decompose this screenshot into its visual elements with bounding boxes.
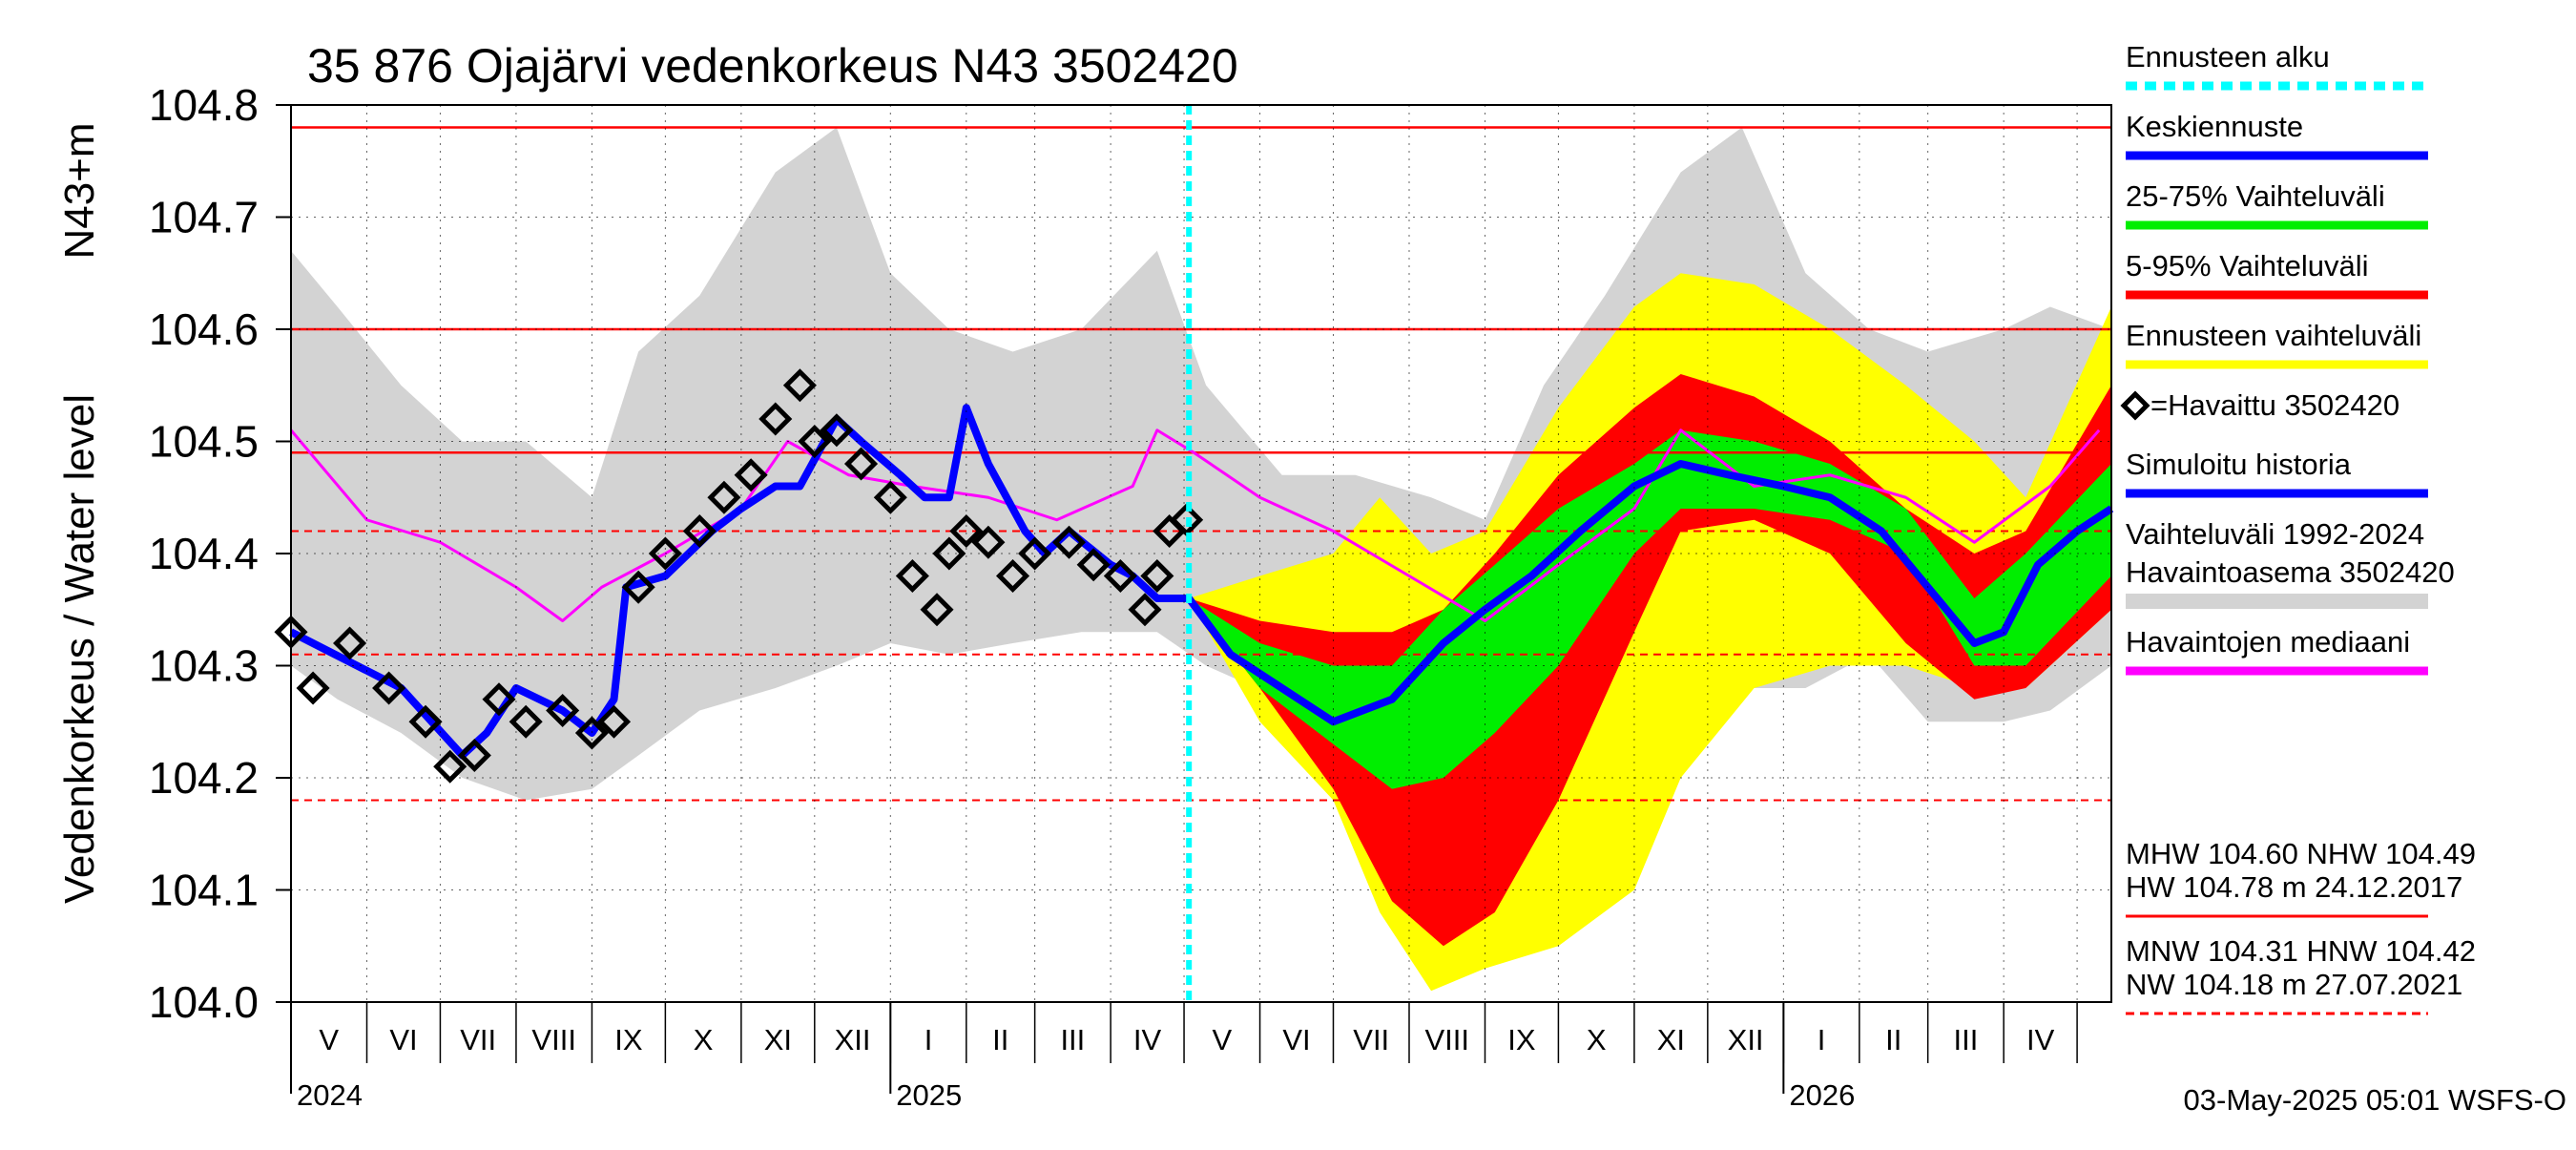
x-month-label: V <box>319 1023 339 1056</box>
observed-point <box>949 513 984 549</box>
stats-line-2: HW 104.78 m 24.12.2017 <box>2126 870 2462 904</box>
x-month-label: X <box>694 1023 714 1056</box>
y-tick-label: 104.2 <box>149 753 259 803</box>
legend-label: 25-75% Vaihteluväli <box>2126 179 2385 213</box>
observed-point <box>971 525 1006 559</box>
observed-point <box>433 749 467 784</box>
legend-label: Havaintoasema 3502420 <box>2126 555 2455 589</box>
y-tick-label: 104.7 <box>149 193 259 242</box>
x-month-label: II <box>992 1023 1008 1056</box>
x-month-label: XI <box>764 1023 792 1056</box>
x-month-label: III <box>1060 1023 1085 1056</box>
legend-swatch <box>2120 390 2150 421</box>
legend-label: Vaihteluväli 1992-2024 <box>2126 517 2424 551</box>
legend-label: Keskiennuste <box>2126 110 2303 143</box>
stats-line-1: MHW 104.60 NHW 104.49 <box>2126 837 2476 870</box>
observed-point <box>707 480 741 514</box>
x-month-label: VII <box>1353 1023 1389 1056</box>
observed-point <box>798 424 832 459</box>
x-month-label: X <box>1587 1023 1607 1056</box>
observed-point <box>843 447 879 481</box>
timestamp: 03-May-2025 05:01 WSFS-O <box>2184 1083 2566 1117</box>
x-month-label: VI <box>1282 1023 1310 1056</box>
observed-point <box>1103 558 1137 594</box>
observed-point <box>820 413 854 448</box>
x-year-label: 2025 <box>896 1078 962 1112</box>
observed-point <box>621 570 655 604</box>
y-tick-label: 104.0 <box>149 977 259 1027</box>
observed-point <box>734 458 768 492</box>
x-month-label: IX <box>614 1023 643 1056</box>
x-month-label: VIII <box>531 1023 576 1056</box>
y-tick-label: 104.6 <box>149 304 259 354</box>
observed-point <box>296 671 330 705</box>
legend: Ennusteen alku Keskiennuste 25-75% Vaihtel… <box>2120 40 2455 676</box>
observed-point <box>1076 548 1111 582</box>
observed-point <box>920 593 954 627</box>
x-month-label: IX <box>1507 1023 1536 1056</box>
plot-area <box>274 105 2114 1002</box>
observed-point <box>1018 536 1052 571</box>
x-month-label: II <box>1885 1023 1901 1056</box>
observed-point <box>995 558 1030 594</box>
legend-label: 5-95% Vaihteluväli <box>2126 249 2368 282</box>
observed-point <box>682 513 717 549</box>
observed-point <box>782 368 817 403</box>
observed-point <box>482 682 516 717</box>
legend-label: Ennusteen vaihteluväli <box>2126 319 2421 352</box>
observed-point <box>546 693 580 728</box>
x-year-label: 2026 <box>1789 1078 1855 1112</box>
x-month-label: I <box>1818 1023 1826 1056</box>
x-month-label: I <box>924 1023 933 1056</box>
x-year-label: 2024 <box>297 1078 363 1112</box>
x-month-label: V <box>1212 1023 1232 1056</box>
observed-point <box>758 402 793 436</box>
axes: 104.0 104.1 104.2 104.3 104.4 104.5 104.6 104.7… <box>149 80 2112 1112</box>
legend-label: Havaintojen mediaani <box>2126 625 2410 659</box>
p25-p75-band <box>1189 429 2111 789</box>
observed-point <box>596 704 632 739</box>
legend-label: Ennusteen alku <box>2126 40 2330 73</box>
observed-point <box>408 704 443 739</box>
observed-point <box>457 738 491 773</box>
legend-label: =Havaittu 3502420 <box>2150 388 2399 422</box>
observed-point <box>1051 525 1087 559</box>
x-month-label: VII <box>460 1023 496 1056</box>
x-month-label: VIII <box>1424 1023 1469 1056</box>
stats-line-4: NW 104.18 m 27.07.2021 <box>2126 968 2462 1001</box>
y-tick-label: 104.3 <box>149 641 259 691</box>
stats-line-3: MNW 104.31 HNW 104.42 <box>2126 934 2476 968</box>
observed-point <box>372 671 406 705</box>
observed-point <box>1140 558 1174 594</box>
x-month-label: XII <box>835 1023 871 1056</box>
y-tick-label: 104.5 <box>149 417 259 467</box>
x-month-label: XI <box>1657 1023 1685 1056</box>
y-tick-label: 104.8 <box>149 80 259 130</box>
observed-point <box>1128 593 1162 627</box>
x-month-label: IV <box>2026 1023 2055 1056</box>
y-tick-label: 104.1 <box>149 866 259 915</box>
observed-point <box>648 536 682 571</box>
chart-title: 35 876 Ojajärvi vedenkorkeus N43 3502420 <box>307 39 1238 93</box>
observed-point <box>895 558 929 594</box>
x-month-label: VI <box>389 1023 417 1056</box>
y-axis-label: Vedenkorkeus / Water level <box>56 394 103 904</box>
forecast-mean-line <box>1185 460 2114 726</box>
observed-point <box>932 536 966 571</box>
legend-label: Simuloitu historia <box>2126 448 2352 481</box>
x-month-label: XII <box>1728 1023 1764 1056</box>
observed-point <box>333 626 367 660</box>
x-month-label: III <box>1953 1023 1978 1056</box>
x-month-label: IV <box>1133 1023 1162 1056</box>
y-axis-unit-label: N43+m <box>56 122 103 259</box>
y-tick-label: 104.4 <box>149 529 259 578</box>
observed-point <box>509 704 543 739</box>
